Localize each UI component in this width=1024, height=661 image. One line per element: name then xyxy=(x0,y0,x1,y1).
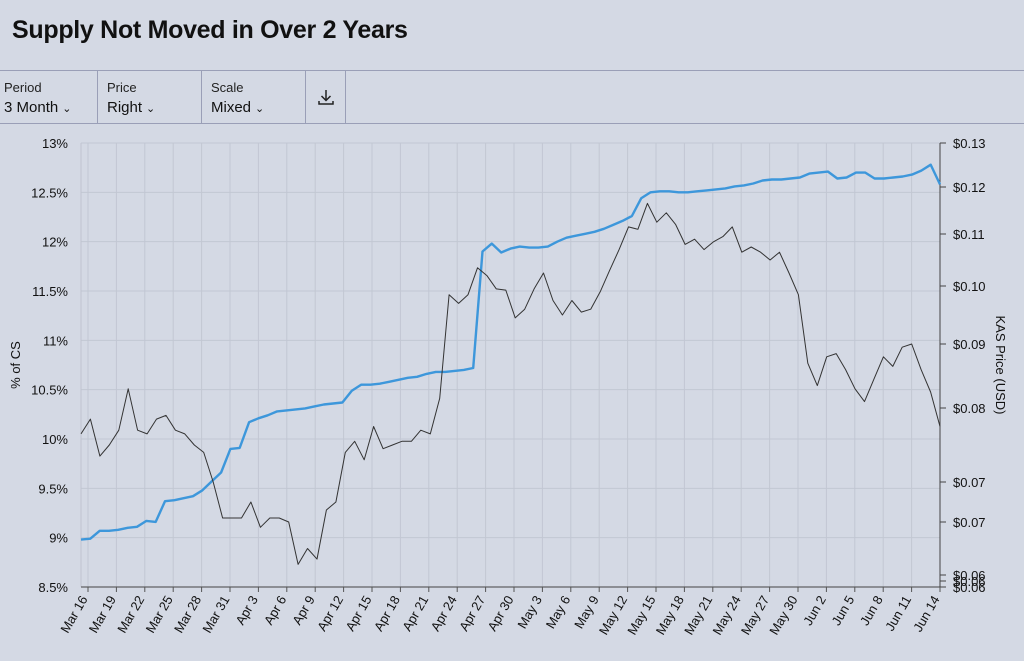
chevron-down-icon: ⌄ xyxy=(255,103,265,115)
x-tick-label: Jun 14 xyxy=(910,593,943,634)
y-tick-label: 10% xyxy=(42,432,68,447)
x-tick-label: Mar 28 xyxy=(171,593,204,636)
y2-tick-label: $0.09 xyxy=(953,337,986,352)
scale-value: Mixed xyxy=(211,99,252,116)
supply-series-line xyxy=(80,163,942,541)
period-value: 3 Month xyxy=(4,99,59,116)
download-button[interactable] xyxy=(306,71,346,123)
x-tick-label: Apr 24 xyxy=(428,593,460,634)
x-tick-label: Apr 12 xyxy=(314,593,346,634)
grid-lines xyxy=(80,142,941,588)
y2-tick-label: $0.08 xyxy=(953,401,986,416)
y2-tick-label: $0.06 xyxy=(953,574,986,589)
y-tick-label: 9.5% xyxy=(38,481,68,496)
y2-tick-label: $0.06 xyxy=(953,580,986,595)
y2-tick-label: $0.07 xyxy=(953,475,986,490)
x-tick-label: Apr 15 xyxy=(342,593,374,634)
x-tick-label: Jun 8 xyxy=(857,593,886,628)
x-tick-label: Mar 19 xyxy=(86,593,119,636)
x-tick-label: May 9 xyxy=(571,593,602,631)
x-tick-label: Apr 18 xyxy=(371,593,403,634)
x-tick-label: Mar 16 xyxy=(57,593,90,636)
x-tick-label: Apr 30 xyxy=(484,593,516,634)
page-title: Supply Not Moved in Over 2 Years xyxy=(12,16,408,44)
x-tick-label: Jun 2 xyxy=(800,593,829,628)
price-selector[interactable]: Price Right ⌄ xyxy=(98,71,202,123)
price-value: Right xyxy=(107,99,143,116)
chevron-down-icon: ⌄ xyxy=(146,103,156,115)
x-tick-label: Mar 22 xyxy=(114,593,147,636)
y-tick-label: 8.5% xyxy=(38,580,68,595)
y-axis-label: % of CS xyxy=(8,341,23,389)
y2-tick-label: $0.11 xyxy=(953,227,985,242)
x-tick-label: Apr 6 xyxy=(261,593,290,627)
y-tick-label: 12% xyxy=(42,235,68,250)
y2-tick-label: $0.12 xyxy=(953,180,986,195)
period-label: Period xyxy=(4,80,42,95)
y-tick-label: 9% xyxy=(49,531,68,546)
series-lines xyxy=(80,163,942,565)
y2-tick-label: $0.13 xyxy=(953,136,986,151)
y-tick-label: 10.5% xyxy=(31,383,68,398)
y-tick-label: 13% xyxy=(42,136,68,151)
y-tick-label: 11.5% xyxy=(32,284,68,299)
price-label: Price xyxy=(107,80,137,95)
x-tick-label: Apr 27 xyxy=(456,593,488,634)
y-tick-label: 12.5% xyxy=(31,185,68,200)
x-tick-label: Apr 3 xyxy=(232,593,261,627)
x-tick-label: Apr 9 xyxy=(289,593,318,627)
price-series-line xyxy=(80,202,941,565)
scale-label: Scale xyxy=(211,80,244,95)
x-tick-label: Apr 21 xyxy=(399,593,431,634)
y2-axis-label: KAS Price (USD) xyxy=(993,316,1008,415)
x-tick-label: Mar 31 xyxy=(199,593,232,636)
download-icon xyxy=(317,90,334,105)
y-axis-left: 8.5% 9% 9.5% 10% 10.5% 11% 11.5% 12% 12.5% 13% xyxy=(31,136,68,595)
y2-tick-label: $0.06 xyxy=(953,568,986,583)
period-selector[interactable]: Period 3 Month ⌄ xyxy=(0,71,98,123)
y-axis-right: $0.13 $0.12 $0.11 $0.10 $0.09 $0.08 $0.07 $0.07… xyxy=(940,136,986,595)
chevron-down-icon: ⌄ xyxy=(62,103,72,115)
y-tick-label: 11% xyxy=(43,333,68,348)
x-tick-label: May 30 xyxy=(766,593,800,637)
x-tick-label: May 6 xyxy=(543,593,574,631)
x-tick-label: Mar 25 xyxy=(143,593,176,636)
y2-tick-label: $0.10 xyxy=(953,279,986,294)
scale-selector[interactable]: Scale Mixed ⌄ xyxy=(202,71,306,123)
x-tick-label: Jun 5 xyxy=(829,593,858,628)
x-tick-label: May 3 xyxy=(514,593,545,631)
y2-tick-label: $0.07 xyxy=(953,515,986,530)
chart-controls: Period 3 Month ⌄ Price Right ⌄ Scale Mixed… xyxy=(0,70,1024,124)
